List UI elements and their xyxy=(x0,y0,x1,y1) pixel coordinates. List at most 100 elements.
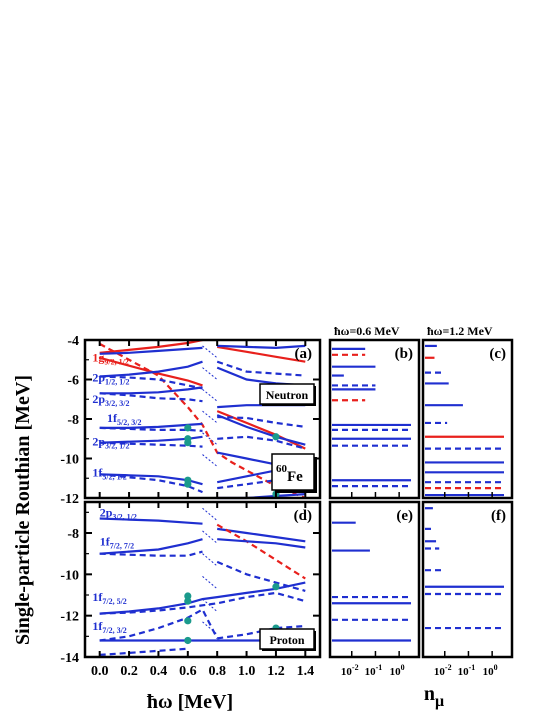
routhian-line xyxy=(99,647,188,656)
y-tick-label: -12 xyxy=(60,492,79,507)
routhian-line xyxy=(99,392,203,403)
routhian-line xyxy=(217,435,306,450)
tick-exponent: -1 xyxy=(376,663,383,672)
nucleus-mass: 60 xyxy=(276,463,288,475)
level-label-main: 2p xyxy=(92,392,105,406)
data-point xyxy=(184,617,192,625)
x-tick-label: 1.2 xyxy=(267,664,285,679)
y-tick-label: -10 xyxy=(60,453,79,468)
routhian-line xyxy=(216,366,306,387)
x-tick-label: 10-2 xyxy=(341,663,359,678)
crossing-line xyxy=(202,530,218,544)
x-tick-label: 1.0 xyxy=(238,664,256,679)
level-label-main: 1f xyxy=(92,465,103,479)
crossing-line xyxy=(202,553,218,567)
level-label-main: 1g xyxy=(92,351,104,365)
occupation-panel-c: (c) ħω=1.2 MeV xyxy=(425,324,506,498)
panel-header: ħω=0.6 MeV xyxy=(334,324,400,338)
y-tick-label: -8 xyxy=(67,527,79,542)
level-label: 2p3/2, 3/2 xyxy=(92,392,129,408)
panel-label: (f) xyxy=(491,508,506,524)
crossing-line xyxy=(202,345,218,359)
routhian-line xyxy=(99,441,203,448)
routhian-line xyxy=(99,435,203,444)
level-label-main: 2p xyxy=(92,435,105,449)
x-tick-label: 100 xyxy=(483,663,498,678)
tick-exponent: 0 xyxy=(401,663,405,672)
routhian-line xyxy=(216,414,306,446)
tick-exponent: 0 xyxy=(494,663,498,672)
x-tick-label: 0.0 xyxy=(91,664,109,679)
tick-base: 10 xyxy=(434,666,446,678)
routhian-line xyxy=(99,607,219,642)
x-axis-label: ħω [MeV] xyxy=(147,691,233,713)
y-tick-label: -8 xyxy=(67,413,79,428)
routhian-line xyxy=(99,375,203,390)
tick-exponent: -2 xyxy=(352,663,359,672)
tick-base: 10 xyxy=(483,666,495,678)
level-label: 1f5/2, 3/2 xyxy=(107,411,141,427)
y-tick-label: -14 xyxy=(60,651,79,666)
frame-e xyxy=(328,500,421,659)
x-tick-label: 1.4 xyxy=(297,664,315,679)
nu-axis-label-sub: μ xyxy=(435,693,444,710)
panel-label: (e) xyxy=(396,508,413,524)
level-label-main: 2p xyxy=(92,370,105,384)
y-tick-label: -12 xyxy=(60,610,79,625)
label-box xyxy=(259,628,315,650)
x-tick-label: 0.2 xyxy=(120,664,138,679)
routhian-line xyxy=(99,356,203,387)
x-tick-label: 0.6 xyxy=(179,664,197,679)
panel-label: (b) xyxy=(395,346,413,362)
level-label-sub: 7/2, 3/2 xyxy=(102,626,126,635)
data-point xyxy=(272,583,280,591)
frame-c xyxy=(421,338,514,500)
level-label-sub: 3/2, 3/2 xyxy=(105,399,129,408)
data-point xyxy=(184,439,192,447)
level-label-main: 1f xyxy=(92,590,103,604)
crossing-line xyxy=(202,367,218,380)
tick-base: 10 xyxy=(341,666,353,678)
nucleon-label: Neutron xyxy=(266,388,309,402)
panel-label: (c) xyxy=(489,346,506,362)
tick-base: 10 xyxy=(458,666,470,678)
routhian-line xyxy=(99,581,306,615)
routhian-line xyxy=(99,422,203,429)
routhian-line xyxy=(99,426,203,432)
x-tick-label: 10-1 xyxy=(365,663,383,678)
routhian-line xyxy=(217,538,306,549)
crossing-line xyxy=(202,598,218,612)
x-tick-label: 10-2 xyxy=(434,663,452,678)
tick-base: 10 xyxy=(365,666,377,678)
level-label: 1f7/2, 5/2 xyxy=(92,590,126,606)
routhian-line xyxy=(99,473,203,494)
routhian-line xyxy=(216,560,306,592)
axes-text: Single-particle Routhian [MeV] ħω [MeV] … xyxy=(12,375,444,713)
level-label-sub: 5/2, 1/2 xyxy=(102,472,126,481)
frame-a xyxy=(83,338,322,500)
frame-b xyxy=(328,338,421,500)
tick-exponent: -2 xyxy=(445,663,452,672)
routhian-line xyxy=(99,473,203,486)
level-label: 1g9/2, 1/2 xyxy=(92,351,128,367)
data-point xyxy=(184,480,192,488)
routhian-line xyxy=(216,523,306,580)
panel-label: (a) xyxy=(295,346,313,362)
routhian-line xyxy=(99,550,203,557)
y-tick-label: -10 xyxy=(60,568,79,583)
crossing-line xyxy=(202,507,218,521)
crossing-line xyxy=(202,432,218,446)
routhian-line xyxy=(216,360,306,377)
routhian-line xyxy=(217,415,306,428)
crossing-line xyxy=(202,576,218,590)
nucleon-label: Proton xyxy=(269,633,304,647)
level-label-main: 1f xyxy=(100,534,111,548)
level-label: 1f7/2, 7/2 xyxy=(100,534,134,550)
x-tick-label: 0.4 xyxy=(150,664,168,679)
panel-header: ħω=1.2 MeV xyxy=(427,324,493,338)
level-label-sub: 1/2, 1/2 xyxy=(105,377,129,386)
crossing-line xyxy=(202,621,218,635)
data-point xyxy=(184,592,192,600)
nucleus-symbol: Fe xyxy=(287,469,303,485)
